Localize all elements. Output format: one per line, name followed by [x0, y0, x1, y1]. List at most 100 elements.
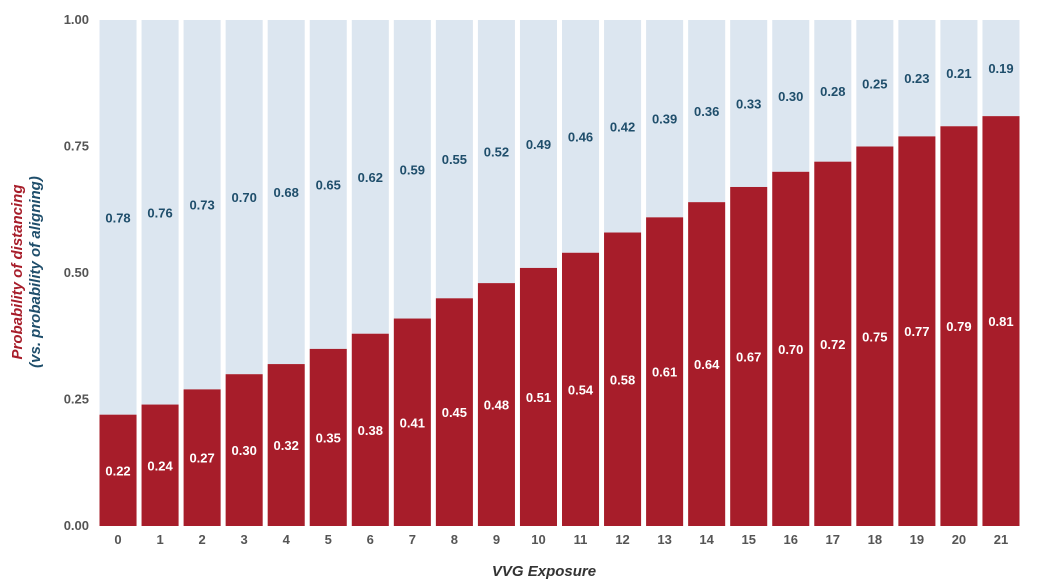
data-label-top: 0.59	[400, 162, 425, 177]
bar-segment-top	[856, 20, 894, 147]
bar-segment-bottom	[267, 364, 305, 526]
data-label-bottom: 0.70	[778, 342, 803, 357]
bar-segment-bottom	[604, 232, 642, 526]
bar-segment-top	[982, 20, 1020, 117]
bar-segment-bottom	[856, 146, 894, 526]
x-tick-label: 13	[657, 532, 671, 547]
x-tick-label: 7	[409, 532, 416, 547]
bar-segment-bottom	[225, 374, 263, 526]
y-tick-label: 0.00	[64, 518, 89, 533]
data-label-bottom: 0.75	[862, 329, 887, 344]
data-label-bottom: 0.48	[484, 398, 509, 413]
bar-segment-top	[772, 20, 810, 172]
bar-segment-bottom	[898, 136, 936, 526]
bar-segment-bottom	[99, 414, 137, 526]
data-label-top: 0.21	[946, 66, 971, 81]
bar-segment-top	[940, 20, 978, 127]
x-tick-label: 6	[367, 532, 374, 547]
data-label-bottom: 0.79	[946, 319, 971, 334]
bar-segment-top	[814, 20, 852, 162]
data-label-bottom: 0.32	[274, 438, 299, 453]
y-tick-label: 1.00	[64, 12, 89, 27]
x-tick-label: 9	[493, 532, 500, 547]
bar-segment-bottom	[435, 298, 473, 526]
y-axis-label-secondary: (vs. probability of aligning)	[27, 176, 44, 368]
data-label-bottom: 0.54	[568, 382, 594, 397]
bar-segment-top	[435, 20, 473, 299]
bar-segment-bottom	[351, 333, 389, 526]
x-tick-label: 1	[156, 532, 163, 547]
bar-segment-top	[267, 20, 305, 365]
bar-segment-bottom	[519, 267, 557, 526]
bar-segment-top	[604, 20, 642, 233]
data-label-bottom: 0.41	[400, 415, 425, 430]
data-label-top: 0.28	[820, 84, 845, 99]
x-tick-label: 11	[574, 532, 588, 547]
bar-segment-top	[562, 20, 600, 253]
data-label-top: 0.62	[358, 170, 383, 185]
y-tick-label: 0.50	[64, 265, 89, 280]
x-tick-label: 10	[531, 532, 545, 547]
data-label-top: 0.42	[610, 119, 635, 134]
x-tick-label: 2	[198, 532, 205, 547]
bar-segment-top	[519, 20, 557, 268]
bar-segment-top	[898, 20, 936, 137]
data-label-top: 0.36	[694, 104, 719, 119]
bar-segment-top	[393, 20, 431, 319]
data-label-top: 0.78	[105, 210, 130, 225]
bar-segment-bottom	[730, 186, 768, 527]
bar-labels-layer: 0.22 0.78 0.24 0.76 0.27 0.73 0.30 0.70 0.32 0.68…	[105, 61, 1013, 478]
x-tick-label: 0	[114, 532, 121, 547]
bars-layer	[99, 20, 1020, 527]
bar-segment-top	[309, 20, 347, 349]
bar-segment-bottom	[814, 161, 852, 526]
x-tick-label: 15	[741, 532, 755, 547]
data-label-top: 0.33	[736, 96, 761, 111]
bar-segment-bottom	[772, 171, 810, 527]
data-label-top: 0.23	[904, 71, 929, 86]
bar-segment-top	[183, 20, 221, 390]
data-label-bottom: 0.61	[652, 365, 677, 380]
data-label-top: 0.19	[988, 61, 1013, 76]
data-label-bottom: 0.27	[189, 451, 214, 466]
bar-segment-bottom	[646, 217, 684, 526]
data-label-top: 0.49	[526, 137, 551, 152]
data-label-top: 0.70	[232, 190, 257, 205]
bar-segment-top	[730, 20, 768, 187]
bar-segment-top	[351, 20, 389, 334]
data-label-top: 0.39	[652, 112, 677, 127]
bar-segment-bottom	[309, 348, 347, 526]
bar-segment-bottom	[982, 116, 1020, 526]
data-label-bottom: 0.24	[147, 458, 173, 473]
bar-segment-top	[477, 20, 515, 284]
x-tick-label: 3	[241, 532, 248, 547]
x-tick-label: 5	[325, 532, 332, 547]
data-label-top: 0.46	[568, 129, 593, 144]
bar-segment-bottom	[183, 389, 221, 526]
data-label-top: 0.52	[484, 145, 509, 160]
x-tick-label: 16	[784, 532, 798, 547]
x-tick-label: 12	[615, 532, 629, 547]
x-axis-label: VVG Exposure	[492, 563, 596, 580]
data-label-top: 0.73	[189, 198, 214, 213]
data-label-bottom: 0.35	[316, 430, 341, 445]
x-tick-label: 8	[451, 532, 458, 547]
x-tick-label: 20	[952, 532, 966, 547]
data-label-bottom: 0.81	[988, 314, 1013, 329]
data-label-top: 0.76	[147, 205, 172, 220]
data-label-bottom: 0.58	[610, 372, 635, 387]
axes-layer: 0 1 2 3 4 5 6 7 8 9 10 11 12 13 14 15 16 17 18 19 20 210.000.…	[64, 12, 1009, 547]
x-tick-label: 18	[868, 532, 882, 547]
data-label-top: 0.55	[442, 152, 467, 167]
bar-segment-bottom	[940, 126, 978, 526]
bar-segment-top	[99, 20, 137, 415]
y-axis-label: Probability of distancing	[9, 184, 26, 359]
bar-segment-top	[646, 20, 684, 218]
x-tick-label: 21	[994, 532, 1008, 547]
bar-segment-bottom	[562, 252, 600, 526]
bar-segment-top	[688, 20, 726, 203]
bar-segment-top	[141, 20, 179, 405]
bar-segment-bottom	[141, 404, 179, 526]
